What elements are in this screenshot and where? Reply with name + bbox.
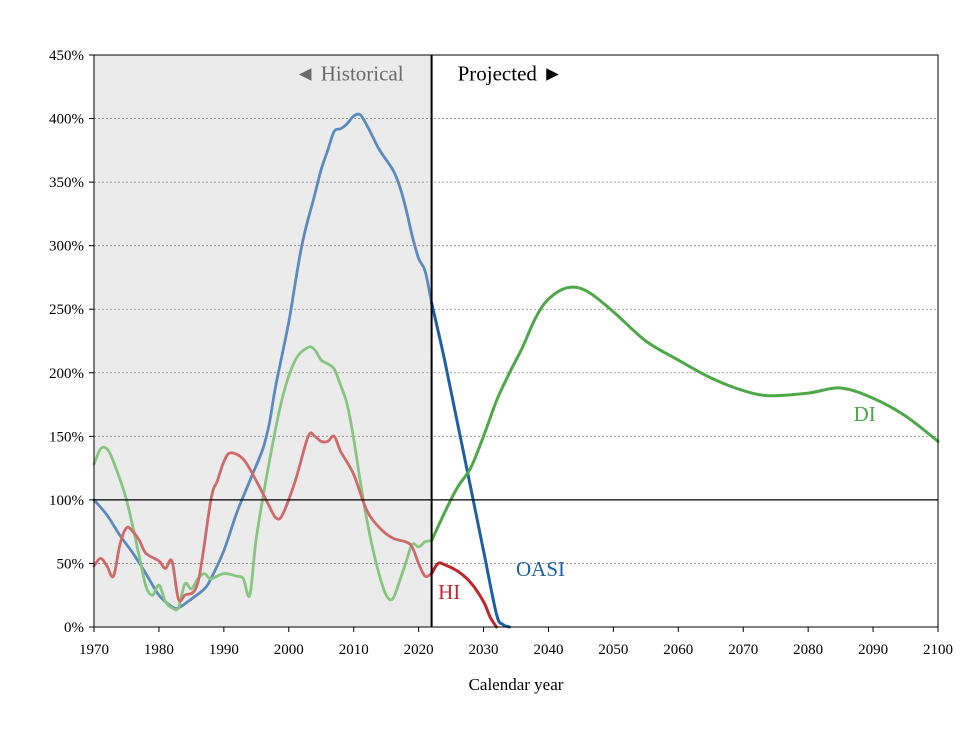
x-axis: 1970 1980 1990 2000 2010 2020 2030 2040 2050 2060… bbox=[79, 627, 953, 658]
oasi-projected-line bbox=[430, 301, 511, 629]
x-tick-label: 2040 bbox=[533, 642, 563, 658]
di-historical-line bbox=[92, 345, 433, 612]
x-tick-label: 1980 bbox=[144, 642, 174, 658]
y-tick-label: 150% bbox=[49, 429, 84, 445]
x-tick-label: 2070 bbox=[728, 642, 758, 658]
y-tick-label: 100% bbox=[49, 493, 84, 509]
x-tick-label: 2060 bbox=[663, 642, 693, 658]
x-tick-label: 2020 bbox=[404, 642, 434, 658]
y-tick-label: 200% bbox=[49, 366, 84, 382]
y-tick-label: 50% bbox=[57, 556, 85, 572]
projected-label: Projected ► bbox=[458, 61, 563, 85]
y-tick-label: 250% bbox=[49, 302, 84, 318]
x-tick-label: 1990 bbox=[209, 642, 239, 658]
historical-label: ◄ Historical bbox=[295, 61, 404, 85]
y-axis: 0% 50% 100% 150% 200% 250% 300% 350% 400% 450% bbox=[49, 48, 94, 636]
hi-projected-line bbox=[430, 561, 498, 629]
historical-shading bbox=[94, 55, 432, 627]
hi-historical-line bbox=[92, 431, 433, 603]
x-tick-label: 2090 bbox=[858, 642, 888, 658]
di-series-label: DI bbox=[854, 402, 876, 426]
plot-frame bbox=[93, 54, 939, 628]
x-tick-label: 2030 bbox=[469, 642, 499, 658]
x-tick-label: 2000 bbox=[274, 642, 304, 658]
series-labels: OASI DI HI bbox=[438, 402, 876, 604]
x-tick-label: 1970 bbox=[79, 642, 109, 658]
x-axis-title: Calendar year bbox=[469, 675, 564, 694]
y-tick-label: 0% bbox=[64, 620, 84, 636]
grid bbox=[94, 118, 938, 564]
x-tick-label: 2050 bbox=[598, 642, 628, 658]
x-tick-label: 2100 bbox=[923, 642, 953, 658]
y-tick-label: 300% bbox=[49, 239, 84, 255]
y-tick-label: 350% bbox=[49, 175, 84, 191]
oasi-series-label: OASI bbox=[516, 557, 565, 581]
di-projected-line bbox=[430, 285, 940, 543]
y-tick-label: 450% bbox=[49, 48, 84, 64]
x-tick-label: 2010 bbox=[339, 642, 369, 658]
series-lines bbox=[92, 112, 940, 629]
y-tick-label: 400% bbox=[49, 112, 84, 128]
x-tick-label: 2080 bbox=[793, 642, 823, 658]
hi-series-label: HI bbox=[438, 580, 460, 604]
